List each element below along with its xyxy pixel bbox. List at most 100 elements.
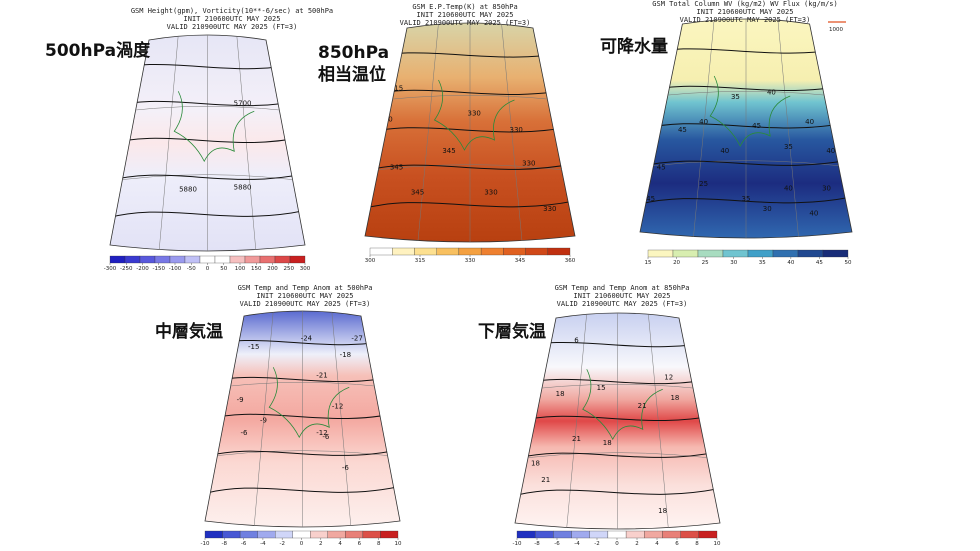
coastline [173, 91, 255, 163]
contour-label: 18 [658, 507, 667, 515]
colorbar-swatch [697, 249, 724, 258]
colorbar-swatch [547, 247, 571, 256]
contour-label: 45 [752, 122, 761, 130]
colorbar-swatch [345, 530, 364, 539]
colorbar-swatch [199, 255, 216, 264]
contour-label: -21 [316, 372, 327, 380]
colorbar-tick-label: 315 [415, 258, 426, 264]
contour-label: -27 [351, 335, 362, 343]
meridian [692, 19, 715, 238]
contour-label: 330 [510, 126, 523, 134]
colorbar-tick-label: -6 [241, 541, 247, 547]
colorbar-swatch [169, 255, 186, 264]
colorbar-tick-label: -50 [187, 266, 196, 272]
colorbar-tick-label: -200 [136, 266, 149, 272]
meridian [566, 313, 587, 529]
contour-label: 40 [767, 89, 776, 97]
colorbar-swatch [380, 530, 399, 539]
contour-label: 40 [699, 118, 708, 126]
contour-label: 18 [531, 460, 540, 468]
panel-title: INIT 210600UTC MAY 2025 [697, 8, 794, 16]
contour-line [640, 156, 852, 170]
colorbar-tick-label: 0 [615, 541, 619, 547]
contour-label: 40 [720, 147, 729, 155]
colorbar-tick-label: 6 [675, 541, 679, 547]
panel-title: VALID 210900UTC MAY 2025 (FT=3) [400, 19, 531, 27]
colorbar-tick-label: 40 [787, 260, 794, 266]
colorbar-tick-label: -10 [513, 541, 522, 547]
colorbar-swatch [289, 255, 306, 264]
colorbar-tick-label: 300 [300, 266, 311, 272]
colorbar-swatch [680, 530, 699, 539]
contour-label: 18 [556, 390, 565, 398]
contour-label: -18 [340, 351, 351, 359]
contour-label: -6 [322, 433, 330, 441]
meridian [417, 23, 439, 242]
colorbar-swatch [722, 249, 749, 258]
panel-label: 850hPa [318, 43, 389, 63]
contour-label: 30 [763, 205, 772, 213]
colorbar-tick-label: 100 [235, 266, 246, 272]
contour-label: 25 [699, 180, 708, 188]
panel-title: INIT 210600UTC MAY 2025 [257, 292, 354, 300]
contour-label: 5880 [179, 186, 197, 194]
colorbar-tick-label: 345 [515, 258, 526, 264]
colorbar-swatch [109, 255, 126, 264]
colorbar-swatch [797, 249, 824, 258]
colorbar-tick-label: 8 [695, 541, 699, 547]
colorbar-tick-label: -4 [260, 541, 266, 547]
contour-label: 330 [379, 116, 392, 124]
colorbar-tick-label: 0 [206, 266, 210, 272]
parallel [205, 450, 400, 459]
colorbar-swatch [310, 530, 328, 539]
contour-line [205, 483, 400, 497]
contour-label: -6 [342, 464, 350, 472]
colorbar-swatch [480, 247, 504, 256]
colorbar-tick-label: -250 [120, 266, 133, 272]
contour-label: 345 [442, 147, 455, 155]
contour-label: 345 [390, 163, 403, 171]
colorbar-swatch [214, 255, 231, 264]
panel-title: VALID 210900UTC MAY 2025 (FT=3) [680, 16, 811, 24]
colorbar-tick-label: -8 [222, 541, 228, 547]
panel-label: 可降水量 [600, 36, 668, 57]
colorbar-tick-label: -300 [104, 266, 117, 272]
parallel [365, 164, 575, 173]
colorbar-swatch [369, 247, 393, 256]
colorbar-tick-label: 10 [714, 541, 721, 547]
colorbar-tick-label: -2 [594, 541, 599, 547]
colorbar-tick-label: 20 [673, 260, 680, 266]
contour-line [515, 485, 720, 499]
colorbar-swatch [535, 530, 554, 539]
contour-label: -9 [260, 417, 267, 425]
panel-title: GSM Total Column WV (kg/m2) WV Flux (kg/… [652, 0, 837, 8]
panel-label: 500hPa渦度 [45, 40, 151, 61]
coastline [268, 367, 350, 439]
colorbar-swatch [414, 247, 437, 256]
colorbar-tick-label: -10 [201, 541, 210, 547]
colorbar-swatch [503, 247, 526, 256]
colorbar-swatch [362, 530, 381, 539]
meridian [501, 23, 523, 242]
colorbar-swatch [139, 255, 156, 264]
contour-line [110, 207, 305, 221]
colorbar-swatch [184, 255, 201, 264]
colorbar-swatch [589, 530, 609, 539]
colorbar-swatch [747, 249, 774, 258]
panel-label: 相当温位 [318, 64, 386, 85]
colorbar-swatch [436, 247, 460, 256]
colorbar-swatch [772, 249, 799, 258]
colorbar-tick-label: -4 [574, 541, 580, 547]
contour-line [640, 194, 852, 208]
meridian [331, 311, 352, 527]
colorbar-swatch [274, 255, 291, 264]
contour-label: -6 [241, 429, 249, 437]
colorbar-tick-label: 35 [759, 260, 766, 266]
contour-label: 21 [572, 435, 581, 443]
contour-label: 35 [742, 195, 751, 203]
panel-label: 中層気温 [155, 321, 223, 342]
panel-label: 下層気温 [478, 321, 546, 342]
colorbar-tick-label: 330 [465, 258, 476, 264]
